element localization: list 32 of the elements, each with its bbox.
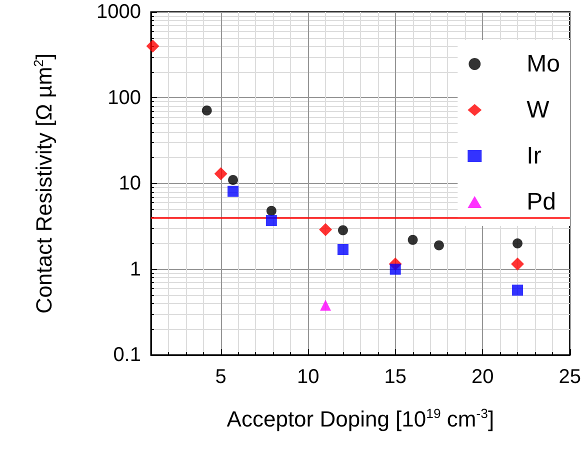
x-tick-label: 25 <box>558 366 581 388</box>
point <box>390 264 401 275</box>
legend-label: Ir <box>526 142 542 170</box>
point <box>146 40 160 53</box>
legend-label: Mo <box>526 50 560 78</box>
point <box>319 223 332 236</box>
legend-label: W <box>526 96 550 124</box>
point <box>512 284 524 296</box>
point <box>338 225 348 236</box>
point <box>408 234 418 245</box>
x-tick-label: 5 <box>215 366 226 388</box>
point <box>434 240 444 250</box>
y-tick-label: 0.1 <box>113 344 141 366</box>
point <box>202 106 212 116</box>
point <box>266 206 276 216</box>
y-tick-label: 10 <box>118 172 141 194</box>
x-tick-label: 15 <box>384 366 406 388</box>
point <box>320 300 332 311</box>
point <box>337 244 348 255</box>
point <box>511 258 524 271</box>
y-tick-label: 1000 <box>96 1 141 23</box>
point <box>228 186 239 197</box>
y-tick-label: 1 <box>130 258 141 280</box>
point <box>214 167 228 180</box>
point <box>228 174 238 185</box>
x-tick-label: 10 <box>296 366 320 388</box>
legend-label: Pd <box>526 188 556 216</box>
point <box>266 215 277 226</box>
x-tick-label: 20 <box>471 366 494 388</box>
point <box>512 238 523 248</box>
y-axis-title: Contact Resistivity [Ω µm2] <box>31 53 56 314</box>
y-tick-label: 100 <box>108 86 141 109</box>
